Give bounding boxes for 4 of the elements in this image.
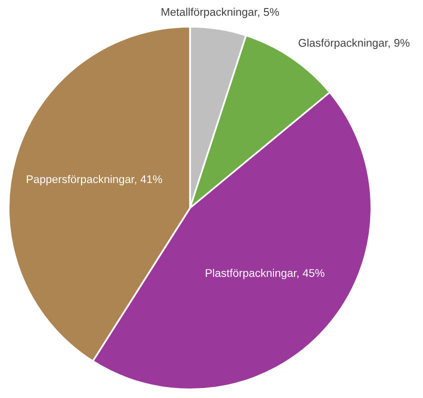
slice-label: Pappersförpackningar, 41%: [26, 174, 162, 186]
slice-label: Glasförpackningar, 9%: [298, 38, 410, 49]
slice-label: Metallförpackningar, 5%: [162, 8, 279, 18]
slice-label: Plastförpackningar, 45%: [206, 268, 324, 280]
